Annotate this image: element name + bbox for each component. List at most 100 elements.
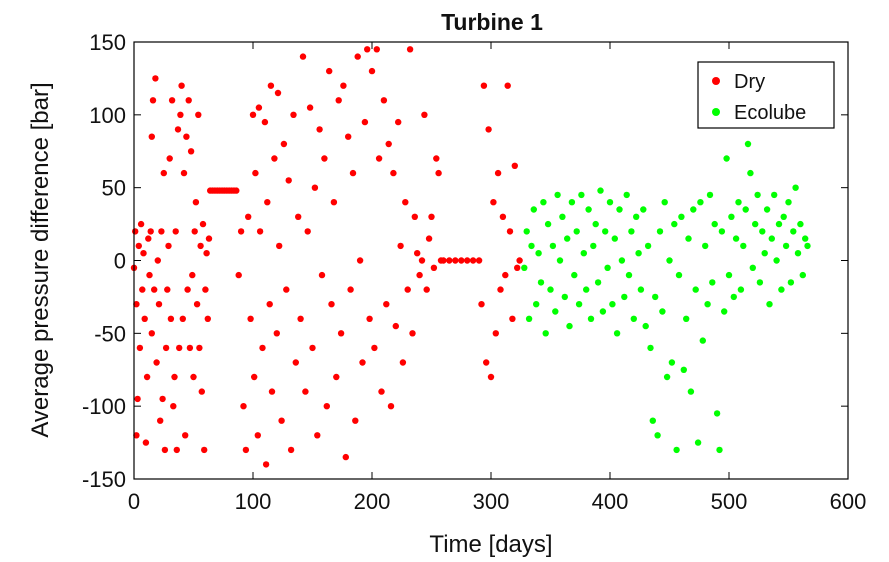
point-dry-89 [256,228,264,235]
point-dry-170 [446,257,453,264]
point-dry-192 [516,257,523,264]
y-tick-label-5: 100 [89,103,126,128]
point-ecolube-8 [540,199,547,206]
point-ecolube-71 [690,206,697,213]
point-ecolube-85 [723,155,730,162]
point-ecolube-15 [556,257,564,264]
point-dry-39 [174,126,182,133]
point-ecolube-31 [594,279,602,286]
point-dry-181 [490,199,497,206]
y-tick-label-4: 50 [102,176,126,201]
point-ecolube-18 [564,235,571,242]
point-dry-85 [251,373,258,381]
point-ecolube-87 [728,213,735,220]
point-ecolube-45 [628,228,635,235]
point-dry-37 [172,228,179,235]
point-ecolube-24 [578,191,585,199]
point-ecolube-13 [552,308,559,315]
chart-title: Turbine 1 [441,9,543,35]
point-dry-178 [483,359,490,366]
point-dry-57 [196,344,203,352]
point-dry-10 [141,315,148,322]
point-dry-153 [402,199,409,206]
point-dry-108 [295,213,302,220]
point-ecolube-32 [597,187,604,194]
point-ecolube-79 [709,279,716,286]
point-dry-88 [255,104,263,111]
point-ecolube-76 [702,242,709,250]
point-dry-52 [190,373,197,381]
point-dry-184 [497,286,504,293]
point-ecolube-86 [725,271,733,279]
point-ecolube-82 [716,446,723,454]
point-ecolube-43 [623,191,630,199]
legend-box [697,61,835,129]
point-dry-155 [406,46,414,53]
point-dry-175 [475,257,483,264]
point-dry-46 [183,133,190,140]
point-ecolube-16 [559,213,566,220]
point-ecolube-84 [721,308,728,315]
point-dry-187 [504,82,511,89]
point-dry-91 [261,118,269,126]
point-dry-147 [387,403,395,410]
point-ecolube-112 [787,279,795,286]
point-ecolube-107 [775,220,783,228]
point-dry-113 [306,104,314,111]
point-ecolube-59 [661,199,668,206]
point-ecolube-118 [802,235,809,242]
point-ecolube-51 [642,322,649,330]
point-ecolube-6 [535,250,542,257]
point-dry-90 [259,344,266,352]
point-ecolube-57 [656,228,664,235]
point-dry-148 [390,169,397,177]
point-ecolube-12 [549,242,557,250]
point-dry-102 [280,140,288,148]
point-dry-130 [347,286,354,293]
point-dry-157 [411,213,418,220]
point-dry-122 [328,301,335,308]
point-dry-116 [314,432,321,439]
point-dry-61 [201,446,208,454]
point-dry-28 [161,446,169,454]
point-dry-166 [433,155,440,162]
point-ecolube-2 [525,315,533,322]
point-dry-137 [364,46,371,53]
point-dry-32 [166,155,173,162]
point-dry-145 [383,301,390,308]
ticks-layer: 0 100 200 300 400 500 600 -150 -100 -50 0 50 100 150 [82,30,866,514]
point-dry-128 [342,453,349,461]
x-tick-label-5: 500 [711,489,748,514]
point-ecolube-1 [523,228,530,235]
point-ecolube-70 [687,388,695,395]
point-dry-143 [378,388,385,395]
point-dry-64 [204,315,211,322]
point-dry-167 [435,169,442,177]
point-ecolube-98 [754,191,761,199]
point-dry-177 [480,82,488,89]
point-ecolube-89 [732,235,740,242]
point-dry-11 [142,439,150,446]
point-ecolube-25 [580,250,587,257]
point-dry-191 [514,264,521,271]
point-dry-154 [404,286,411,293]
point-dry-83 [247,315,254,322]
point-ecolube-20 [568,199,576,206]
point-dry-82 [245,213,252,220]
point-dry-41 [177,111,184,119]
point-ecolube-63 [671,220,678,228]
point-dry-136 [361,118,369,126]
point-dry-8 [139,286,146,293]
point-dry-84 [249,111,257,119]
point-dry-34 [168,97,176,104]
point-dry-138 [366,315,373,322]
point-dry-161 [421,111,428,119]
point-dry-186 [502,271,509,279]
point-dry-87 [254,432,261,439]
point-dry-133 [354,53,361,60]
y-tick-label-3: 0 [114,249,126,274]
point-dry-104 [285,177,292,184]
point-ecolube-106 [773,257,780,264]
points-layer [130,46,811,468]
point-ecolube-96 [749,264,756,271]
